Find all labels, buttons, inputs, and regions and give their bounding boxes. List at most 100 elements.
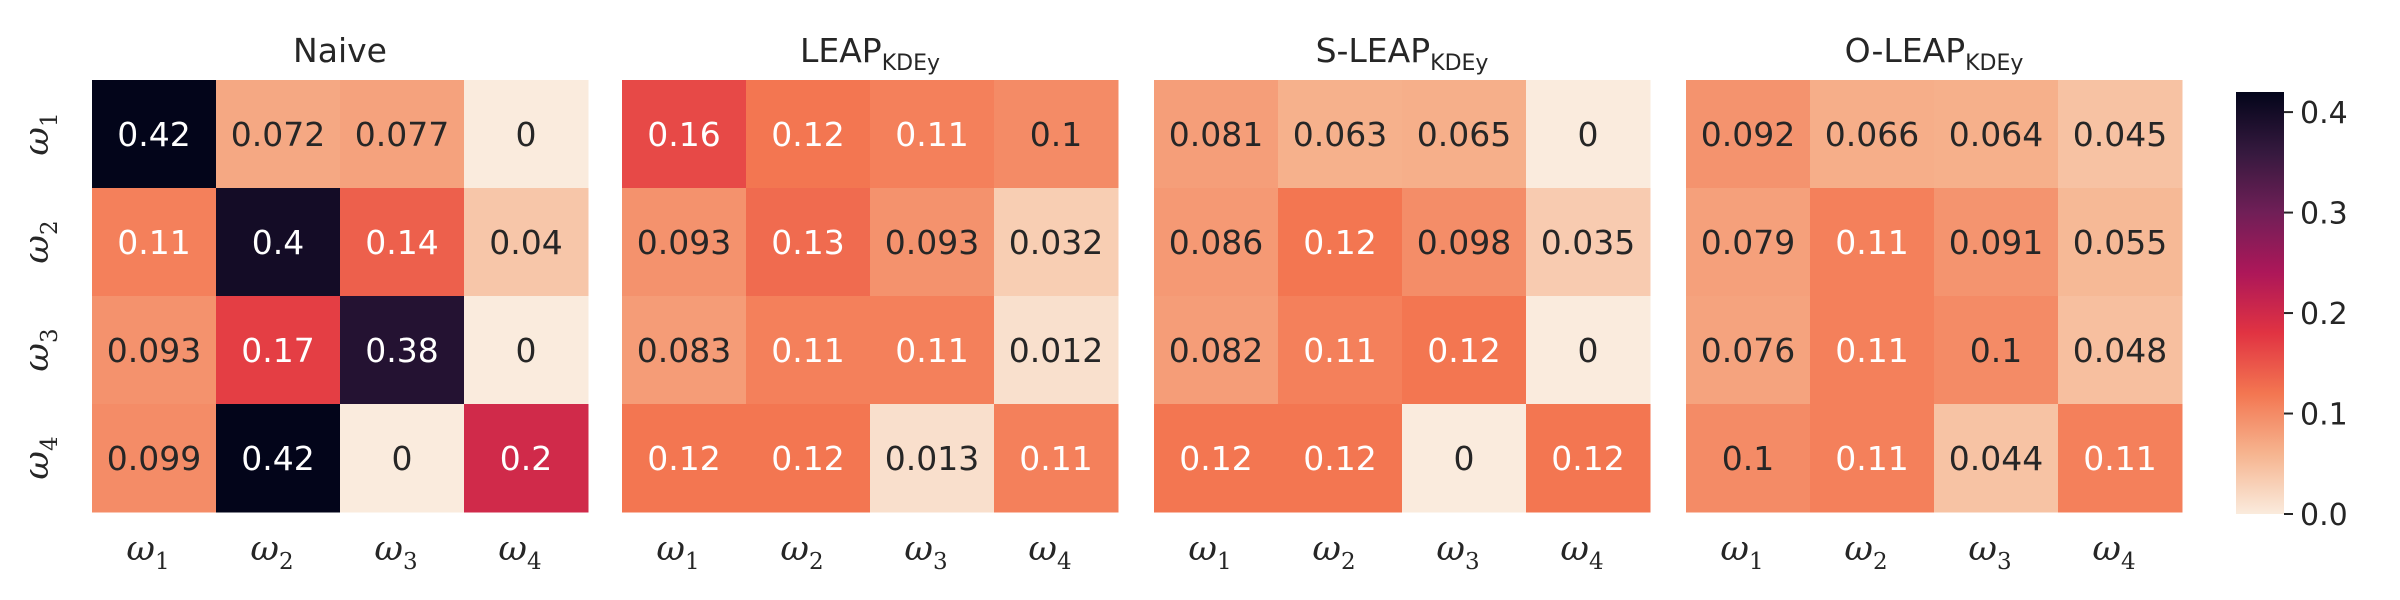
- heatmap-cell: [1810, 188, 1935, 297]
- x-tick-label: ω1: [126, 529, 169, 575]
- heatmap-cell: [870, 296, 995, 405]
- cell-value-label: 0.11: [895, 331, 968, 370]
- heatmap-cell: [870, 80, 995, 189]
- cell-value-label: 0.42: [117, 115, 190, 154]
- heatmap-cell: [746, 188, 871, 297]
- cell-value-label: 0.065: [1417, 115, 1511, 154]
- cell-value-label: 0.1: [1970, 331, 2022, 370]
- heatmap-cell: [1810, 296, 1935, 405]
- heatmap-cell: [1934, 80, 2059, 189]
- cell-value-label: 0.04: [489, 223, 562, 262]
- heatmap-cell: [1402, 188, 1527, 297]
- x-tick-label: ω2: [1844, 529, 1887, 575]
- heatmap-cell: [1810, 404, 1935, 513]
- heatmap-cell: [92, 404, 217, 513]
- cell-value-label: 0.063: [1293, 115, 1387, 154]
- heatmap-cell: [622, 188, 747, 297]
- y-tick-label: ω2: [17, 220, 63, 263]
- heatmap-cell: [216, 188, 341, 297]
- cell-value-label: 0.17: [241, 331, 314, 370]
- cell-value-label: 0.012: [1009, 331, 1103, 370]
- heatmap-cell: [1526, 80, 1651, 189]
- x-tick-label: ω4: [1028, 529, 1071, 575]
- cell-value-label: 0.044: [1949, 439, 2043, 478]
- heatmap-cell: [1686, 296, 1811, 405]
- cell-value-label: 0.12: [1303, 439, 1376, 478]
- cell-value-label: 0: [392, 439, 413, 478]
- cell-value-label: 0.093: [107, 331, 201, 370]
- cell-value-label: 0.4: [252, 223, 304, 262]
- heatmap-cell: [340, 404, 465, 513]
- panel-title: LEAPKDEy: [800, 31, 940, 76]
- cell-value-label: 0.086: [1169, 223, 1263, 262]
- heatmap-cell: [622, 80, 747, 189]
- cell-value-label: 0.093: [885, 223, 979, 262]
- x-tick-label: ω3: [904, 529, 947, 575]
- heatmap-cell: [1686, 404, 1811, 513]
- heatmap-cell: [746, 296, 871, 405]
- heatmap-cell: [92, 296, 217, 405]
- heatmap-cell: [1154, 404, 1279, 513]
- heatmap-cell: [2058, 80, 2183, 189]
- cell-value-label: 0.092: [1701, 115, 1795, 154]
- cell-value-label: 0.12: [1179, 439, 1252, 478]
- colorbar-tick-label: 0.0: [2300, 498, 2348, 533]
- heatmap-cell: [464, 80, 589, 189]
- cell-value-label: 0.048: [2073, 331, 2167, 370]
- heatmap-cell: [994, 296, 1119, 405]
- cell-value-label: 0.035: [1541, 223, 1635, 262]
- x-tick-label: ω4: [1560, 529, 1603, 575]
- cell-value-label: 0.099: [107, 439, 201, 478]
- x-tick-label: ω4: [498, 529, 541, 575]
- colorbar-gradient: [2236, 92, 2284, 514]
- cell-value-label: 0.013: [885, 439, 979, 478]
- cell-value-label: 0.42: [241, 439, 314, 478]
- heatmap-cell: [1934, 296, 2059, 405]
- cell-value-label: 0.12: [771, 439, 844, 478]
- cell-value-label: 0.13: [771, 223, 844, 262]
- heatmap-panel-2: LEAPKDEy 0.16 0.12 0.11 0.1 0.093 0.13 0.093 0.0…: [622, 31, 1119, 575]
- heatmap-cell: [1402, 404, 1527, 513]
- cell-value-label: 0.072: [231, 115, 325, 154]
- x-tick-label: ω1: [656, 529, 699, 575]
- heatmap-panel-3: S-LEAPKDEy 0.081 0.063 0.065 0 0.086 0.12 0.098…: [1154, 31, 1651, 575]
- heatmap-cell: [1686, 188, 1811, 297]
- cell-value-label: 0.032: [1009, 223, 1103, 262]
- heatmap-cell: [994, 404, 1119, 513]
- cell-value-label: 0.098: [1417, 223, 1511, 262]
- cell-value-label: 0.11: [1835, 331, 1908, 370]
- x-tick-label: ω2: [780, 529, 823, 575]
- heatmap-cell: [1810, 80, 1935, 189]
- heatmap-panel-4: O-LEAPKDEy 0.092 0.066 0.064 0.045 0.079 0.11 0…: [1686, 31, 2183, 575]
- heatmap-cell: [1278, 404, 1403, 513]
- cell-value-label: 0.12: [1551, 439, 1624, 478]
- cell-value-label: 0.079: [1701, 223, 1795, 262]
- heatmap-cell: [870, 404, 995, 513]
- colorbar: 0.0 0.1 0.2 0.3 0.4: [2236, 92, 2348, 533]
- colorbar-tick-label: 0.4: [2300, 96, 2348, 131]
- cell-value-label: 0.066: [1825, 115, 1919, 154]
- heatmap-cell: [340, 296, 465, 405]
- cell-value-label: 0.11: [895, 115, 968, 154]
- cell-value-label: 0.076: [1701, 331, 1795, 370]
- cell-value-label: 0.11: [1303, 331, 1376, 370]
- cell-value-label: 0.16: [647, 115, 720, 154]
- cell-value-label: 0.055: [2073, 223, 2167, 262]
- x-tick-label: ω3: [374, 529, 417, 575]
- cell-value-label: 0.1: [1722, 439, 1774, 478]
- heatmap-panel-1: Naive 0.42 0.072 0.077 0 0.11 0.4 0.14 0.04 0.093…: [92, 31, 589, 575]
- heatmap-cell: [464, 404, 589, 513]
- colorbar-tick-label: 0.1: [2300, 398, 2348, 433]
- cell-value-label: 0.093: [637, 223, 731, 262]
- y-tick-label: ω3: [17, 328, 63, 371]
- colorbar-tick-label: 0.3: [2300, 197, 2348, 232]
- cell-value-label: 0.064: [1949, 115, 2043, 154]
- heatmap-cell: [216, 80, 341, 189]
- heatmap-cell: [746, 80, 871, 189]
- panel-title: Naive: [293, 31, 387, 70]
- heatmap-panels: Naive 0.42 0.072 0.077 0 0.11 0.4 0.14 0.04 0.093…: [17, 31, 2183, 575]
- heatmap-cell: [340, 188, 465, 297]
- x-tick-label: ω1: [1720, 529, 1763, 575]
- heatmap-cell: [994, 80, 1119, 189]
- cell-value-label: 0: [1578, 331, 1599, 370]
